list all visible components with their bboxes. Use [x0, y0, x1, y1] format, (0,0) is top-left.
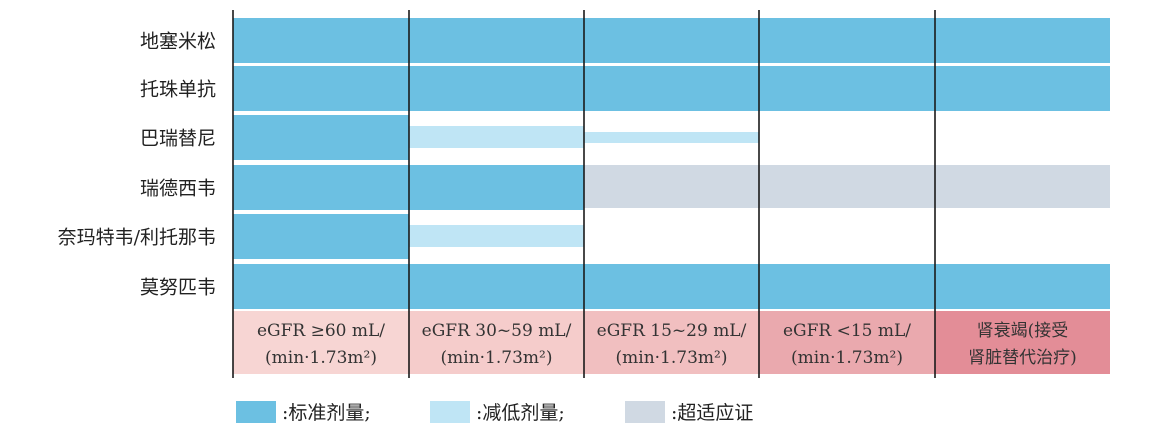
drug-label: 地塞米松 — [140, 31, 216, 53]
dose-bar-standard — [935, 66, 1110, 111]
dose-bar-unsuitable — [935, 165, 1110, 208]
dose-bar-standard — [759, 18, 935, 63]
drug-label: 巴瑞替尼 — [140, 128, 216, 150]
legend-label-unsuitable: :超适应证 — [671, 402, 753, 424]
dose-bar-reduced-thin — [584, 132, 759, 143]
legend-label-standard: :标准剂量; — [282, 402, 371, 424]
dose-bar-standard — [935, 264, 1110, 309]
dose-bar-standard — [233, 264, 409, 309]
egfr-header-line1: eGFR <15 mL/ — [783, 321, 911, 341]
drug-label: 托珠单抗 — [140, 79, 216, 101]
dose-bar-standard — [233, 18, 409, 63]
dose-bar-standard — [233, 115, 409, 160]
egfr-header-line1: 肾衰竭(接受 — [977, 321, 1069, 341]
drug-label: 莫努匹韦 — [140, 277, 216, 299]
dose-bar-standard — [759, 264, 935, 309]
egfr-header-cell — [409, 311, 584, 374]
drug-label: 奈玛特韦/利托那韦 — [58, 227, 216, 249]
dose-bar-standard — [409, 264, 584, 309]
dose-bar-standard — [584, 18, 759, 63]
legend-swatch-reduced — [430, 401, 470, 423]
drug-label: 瑞德西韦 — [140, 178, 216, 200]
dose-bar-standard — [233, 165, 409, 210]
egfr-header-line2: (min·1.73m²) — [791, 348, 903, 368]
egfr-header-line2: (min·1.73m²) — [441, 348, 553, 368]
egfr-header-cell — [233, 311, 409, 374]
dose-bar-standard — [935, 18, 1110, 63]
dose-bar-standard — [233, 214, 409, 259]
dose-bar-reduced — [409, 126, 584, 148]
egfr-header-line2: (min·1.73m²) — [616, 348, 728, 368]
dose-bar-standard — [409, 66, 584, 111]
egfr-header-line2: 肾脏替代治疗) — [968, 348, 1077, 368]
dose-bar-unsuitable — [584, 165, 759, 208]
egfr-header-cell — [759, 311, 935, 374]
dose-bar-standard — [584, 66, 759, 111]
dose-bar-standard — [409, 165, 584, 210]
dose-bar-standard — [409, 18, 584, 63]
egfr-header-line1: eGFR 15~29 mL/ — [597, 321, 747, 341]
legend-swatch-standard — [236, 401, 276, 423]
dose-bar-standard — [759, 66, 935, 111]
dose-bar-standard — [233, 66, 409, 111]
egfr-header-line2: (min·1.73m²) — [265, 348, 377, 368]
egfr-header-cell — [584, 311, 759, 374]
egfr-header-line1: eGFR ≥60 mL/ — [257, 321, 385, 341]
dose-bar-unsuitable — [759, 165, 935, 208]
egfr-header-cell — [935, 311, 1110, 374]
dose-bar-reduced — [409, 225, 584, 247]
legend-swatch-unsuitable — [625, 401, 665, 423]
egfr-header-line1: eGFR 30~59 mL/ — [422, 321, 572, 341]
dose-bar-standard — [584, 264, 759, 309]
legend-label-reduced: :减低剂量; — [476, 402, 565, 424]
